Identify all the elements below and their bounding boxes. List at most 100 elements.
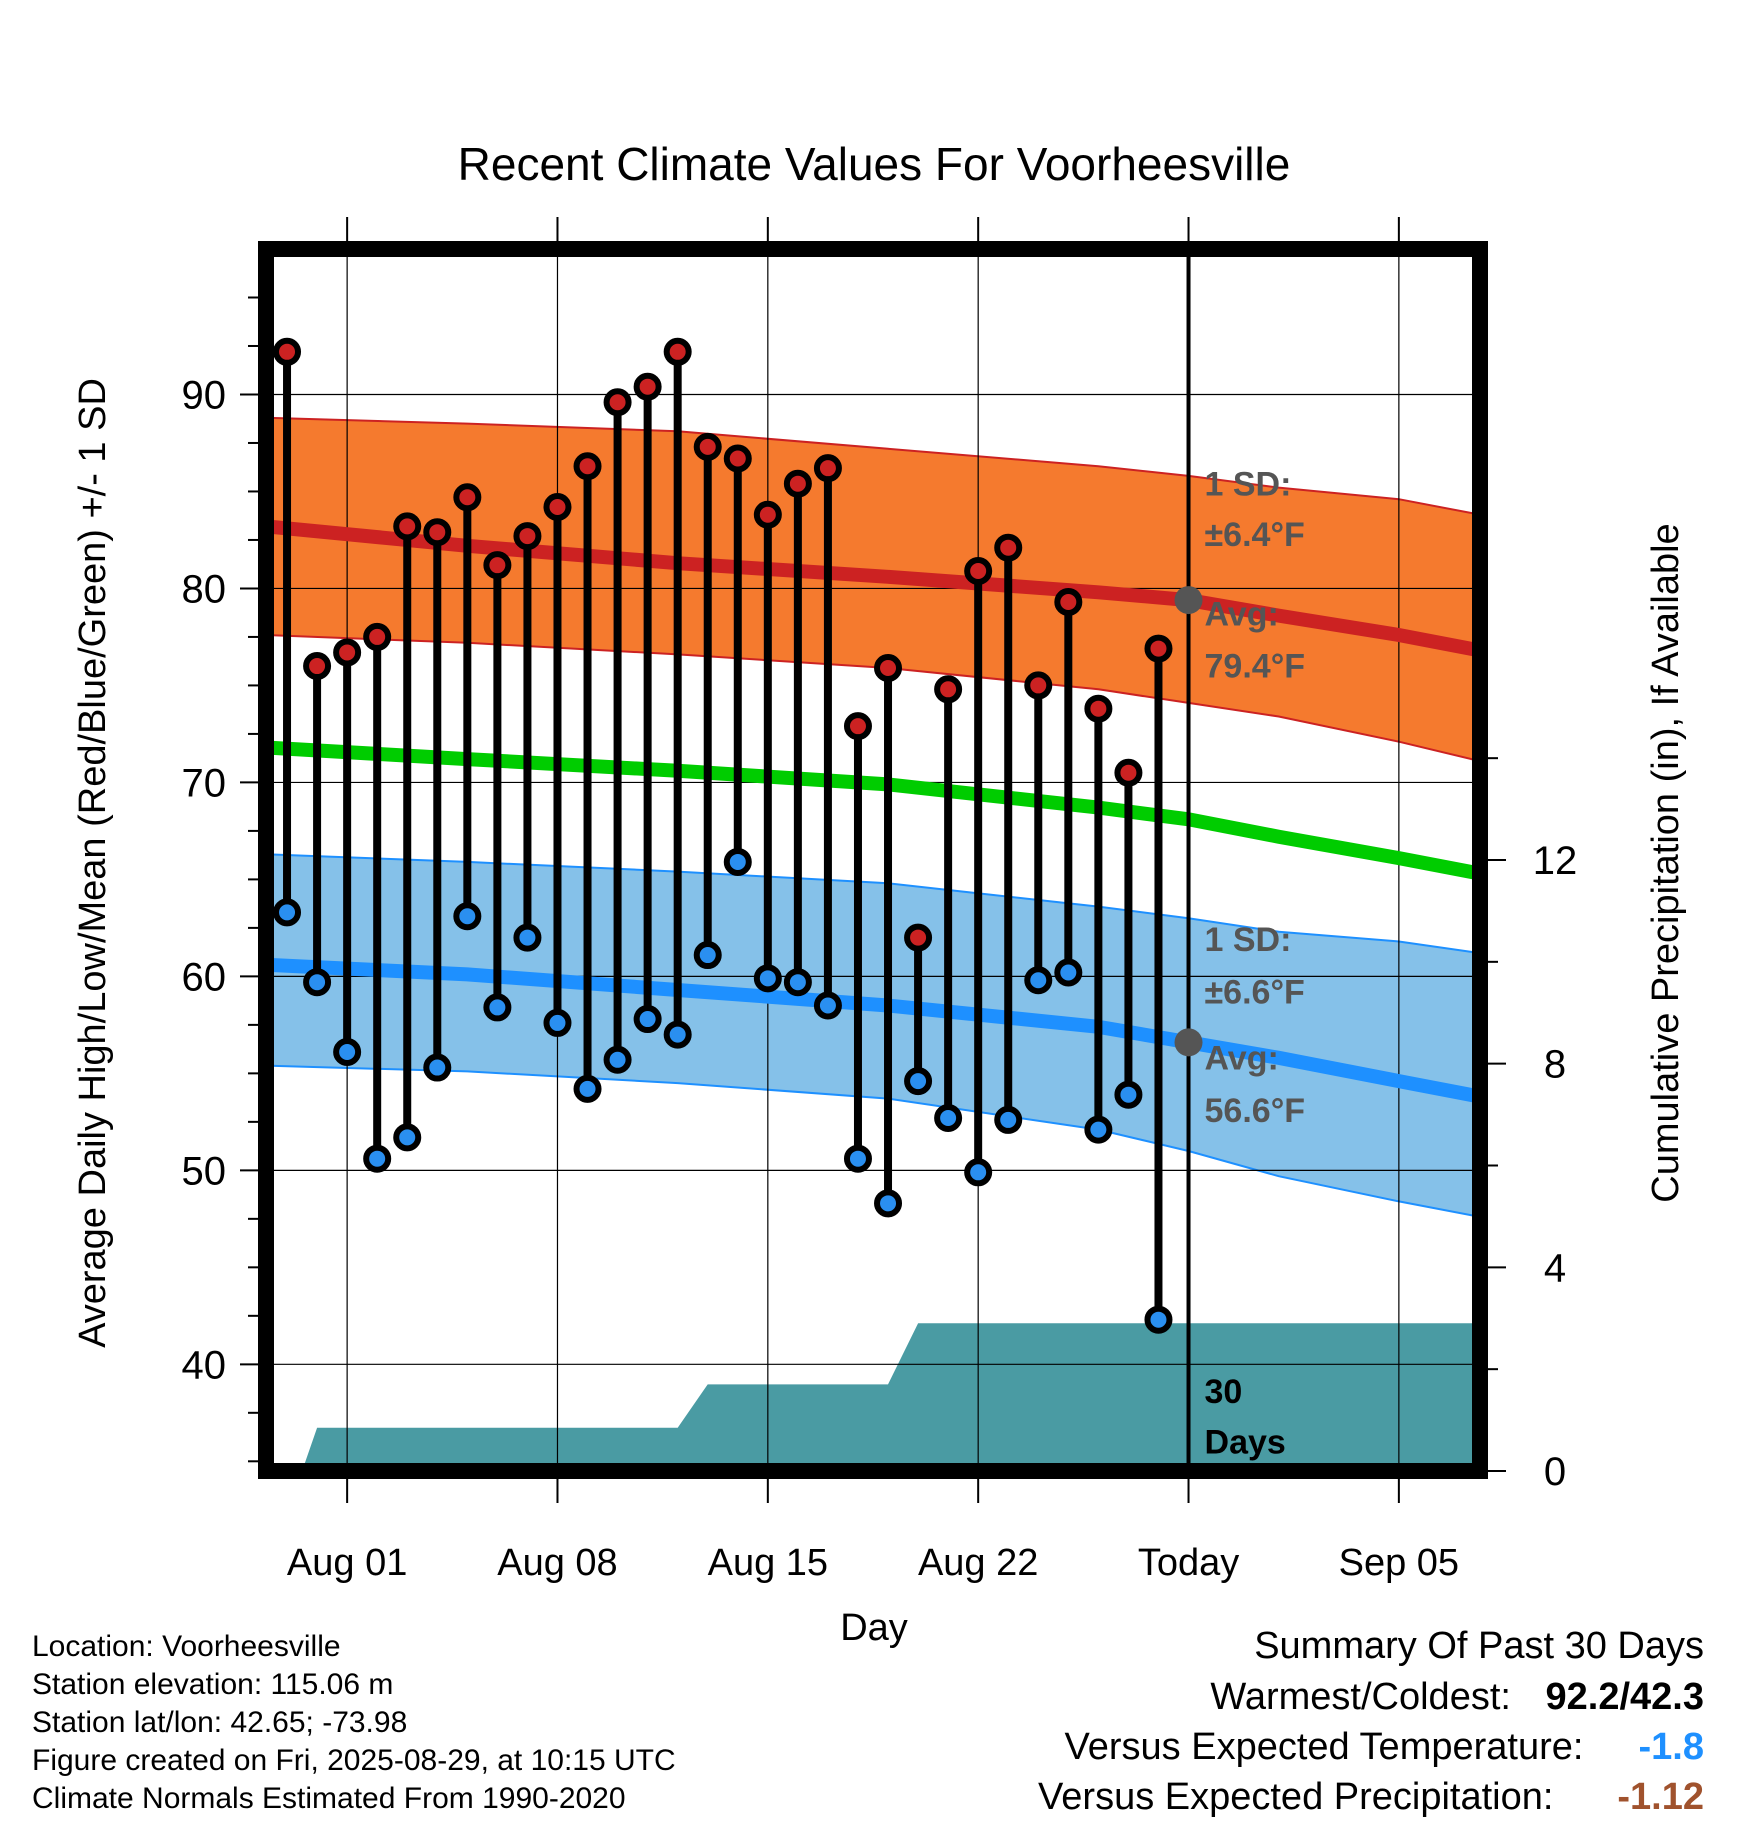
daily-high-point: [904, 923, 933, 952]
daily-low-point: [453, 902, 482, 931]
daily-low-point: [753, 964, 782, 993]
daily-low-point: [1054, 958, 1083, 987]
daily-low-point: [573, 1074, 602, 1103]
station-info: Location: Voorheesville Station elevatio…: [32, 1628, 676, 1818]
daily-high-point: [693, 432, 722, 461]
precip-area: [266, 1323, 1480, 1471]
high-avg-label-line1: Avg:: [1205, 595, 1279, 633]
y-tick-label: 50: [182, 1149, 227, 1193]
today-days-label-line2: Days: [1205, 1424, 1286, 1462]
daily-low-point: [723, 847, 752, 876]
daily-high-point: [994, 533, 1023, 562]
daily-low-point: [994, 1105, 1023, 1134]
y2-tick-label: 4: [1544, 1246, 1566, 1290]
daily-high-point: [663, 337, 692, 366]
daily-high-point: [1114, 758, 1143, 787]
plot-frame: [258, 241, 1488, 1479]
high-sd-lower-line: [266, 634, 1480, 763]
daily-low-point: [603, 1045, 632, 1074]
created-text: Figure created on Fri, 2025-08-29, at 10…: [32, 1744, 676, 1777]
daily-low-point: [513, 923, 542, 952]
daily-high-point: [723, 444, 752, 473]
high-sd-label-line1: 1 SD:: [1205, 465, 1292, 503]
daily-high-point: [874, 653, 903, 682]
y2-axis-label: Cumulative Precipitation (in), If Availa…: [1645, 523, 1687, 1202]
daily-high-point: [1144, 634, 1173, 663]
y-tick-label: 60: [182, 955, 227, 999]
daily-low-point: [874, 1189, 903, 1218]
daily-low-point: [1144, 1305, 1173, 1334]
y-tick-label: 70: [182, 761, 227, 805]
daily-low-point: [663, 1020, 692, 1049]
daily-low-point: [904, 1067, 933, 1096]
y-axis-label: Average Daily High/Low/Mean (Red/Blue/Gr…: [72, 378, 114, 1348]
temp-anomaly-value: -1.8: [1638, 1726, 1704, 1768]
daily-low-point: [393, 1123, 422, 1152]
normal-mean-line: [266, 740, 1480, 881]
daily-low-point: [633, 1005, 662, 1034]
x-tick-label: Aug 15: [708, 1542, 828, 1584]
chart-title: Recent Climate Values For Voorheesville: [458, 138, 1291, 190]
x-tick-label: Sep 05: [1339, 1542, 1459, 1584]
low-avg-label-line1: Avg:: [1205, 1039, 1279, 1077]
daily-high-point: [453, 483, 482, 512]
daily-low-point: [843, 1144, 872, 1173]
elevation-text: Station elevation: 115.06 m: [32, 1668, 394, 1701]
x-axis-label: Day: [840, 1607, 908, 1649]
daily-high-point: [573, 452, 602, 481]
daily-high-point: [513, 522, 542, 551]
daily-low-point: [934, 1103, 963, 1132]
high-sd-upper-line: [266, 416, 1480, 516]
today-days-label-line1: 30: [1205, 1373, 1243, 1411]
daily-low-point: [303, 968, 332, 997]
daily-high-point: [753, 500, 782, 529]
avg-high-marker: [1174, 586, 1203, 615]
daily-high-point: [543, 492, 572, 521]
high-avg-label-line2: 79.4°F: [1205, 648, 1306, 686]
plot-area: [266, 249, 1480, 1471]
daily-high-point: [633, 372, 662, 401]
daily-high-point: [843, 712, 872, 741]
daily-high-point: [273, 337, 302, 366]
location-text: Location: Voorheesville: [32, 1630, 341, 1663]
daily-high-point: [1054, 588, 1083, 617]
warmest-coldest-value: 92.2/42.3: [1545, 1676, 1704, 1718]
precip-anomaly-label: Versus Expected Precipitation:: [1038, 1776, 1554, 1818]
x-tick-label: Aug 22: [918, 1542, 1038, 1584]
temp-anomaly-label: Versus Expected Temperature:: [1064, 1726, 1584, 1768]
daily-low-point: [964, 1158, 993, 1187]
daily-low-point: [1024, 966, 1053, 995]
summary-temperature: Versus Expected Temperature: -1.8: [1065, 1726, 1704, 1769]
low-sd-band: [266, 854, 1480, 1217]
y2-tick-label: 0: [1544, 1450, 1566, 1494]
daily-high-point: [1084, 694, 1113, 723]
y-tick-label: 80: [182, 567, 227, 611]
daily-low-point: [783, 968, 812, 997]
daily-high-point: [603, 388, 632, 417]
daily-low-point: [543, 1008, 572, 1037]
normals-text: Climate Normals Estimated From 1990-2020: [32, 1782, 626, 1815]
daily-high-point: [483, 551, 512, 580]
y-tick-label: 90: [182, 373, 227, 417]
daily-low-point: [693, 941, 722, 970]
low-sd-label-line1: 1 SD:: [1205, 921, 1292, 959]
daily-low-point: [1114, 1080, 1143, 1109]
daily-high-point: [393, 512, 422, 541]
daily-high-point: [303, 652, 332, 681]
daily-low-point: [813, 991, 842, 1020]
daily-low-point: [273, 898, 302, 927]
y2-tick-label: 12: [1533, 839, 1578, 883]
y-tick-label: 40: [182, 1343, 227, 1387]
daily-high-point: [934, 675, 963, 704]
daily-high-point: [813, 454, 842, 483]
daily-high-point: [363, 622, 392, 651]
summary-precipitation: Versus Expected Precipitation: -1.12: [1038, 1776, 1704, 1819]
low-sd-label-line2: ±6.6°F: [1205, 974, 1305, 1012]
daily-low-point: [423, 1053, 452, 1082]
warmest-coldest-label: Warmest/Coldest:: [1210, 1676, 1511, 1718]
daily-low-point: [333, 1038, 362, 1067]
x-tick-label: Aug 01: [287, 1542, 407, 1584]
y2-tick-label: 8: [1544, 1043, 1566, 1087]
daily-high-point: [423, 518, 452, 547]
